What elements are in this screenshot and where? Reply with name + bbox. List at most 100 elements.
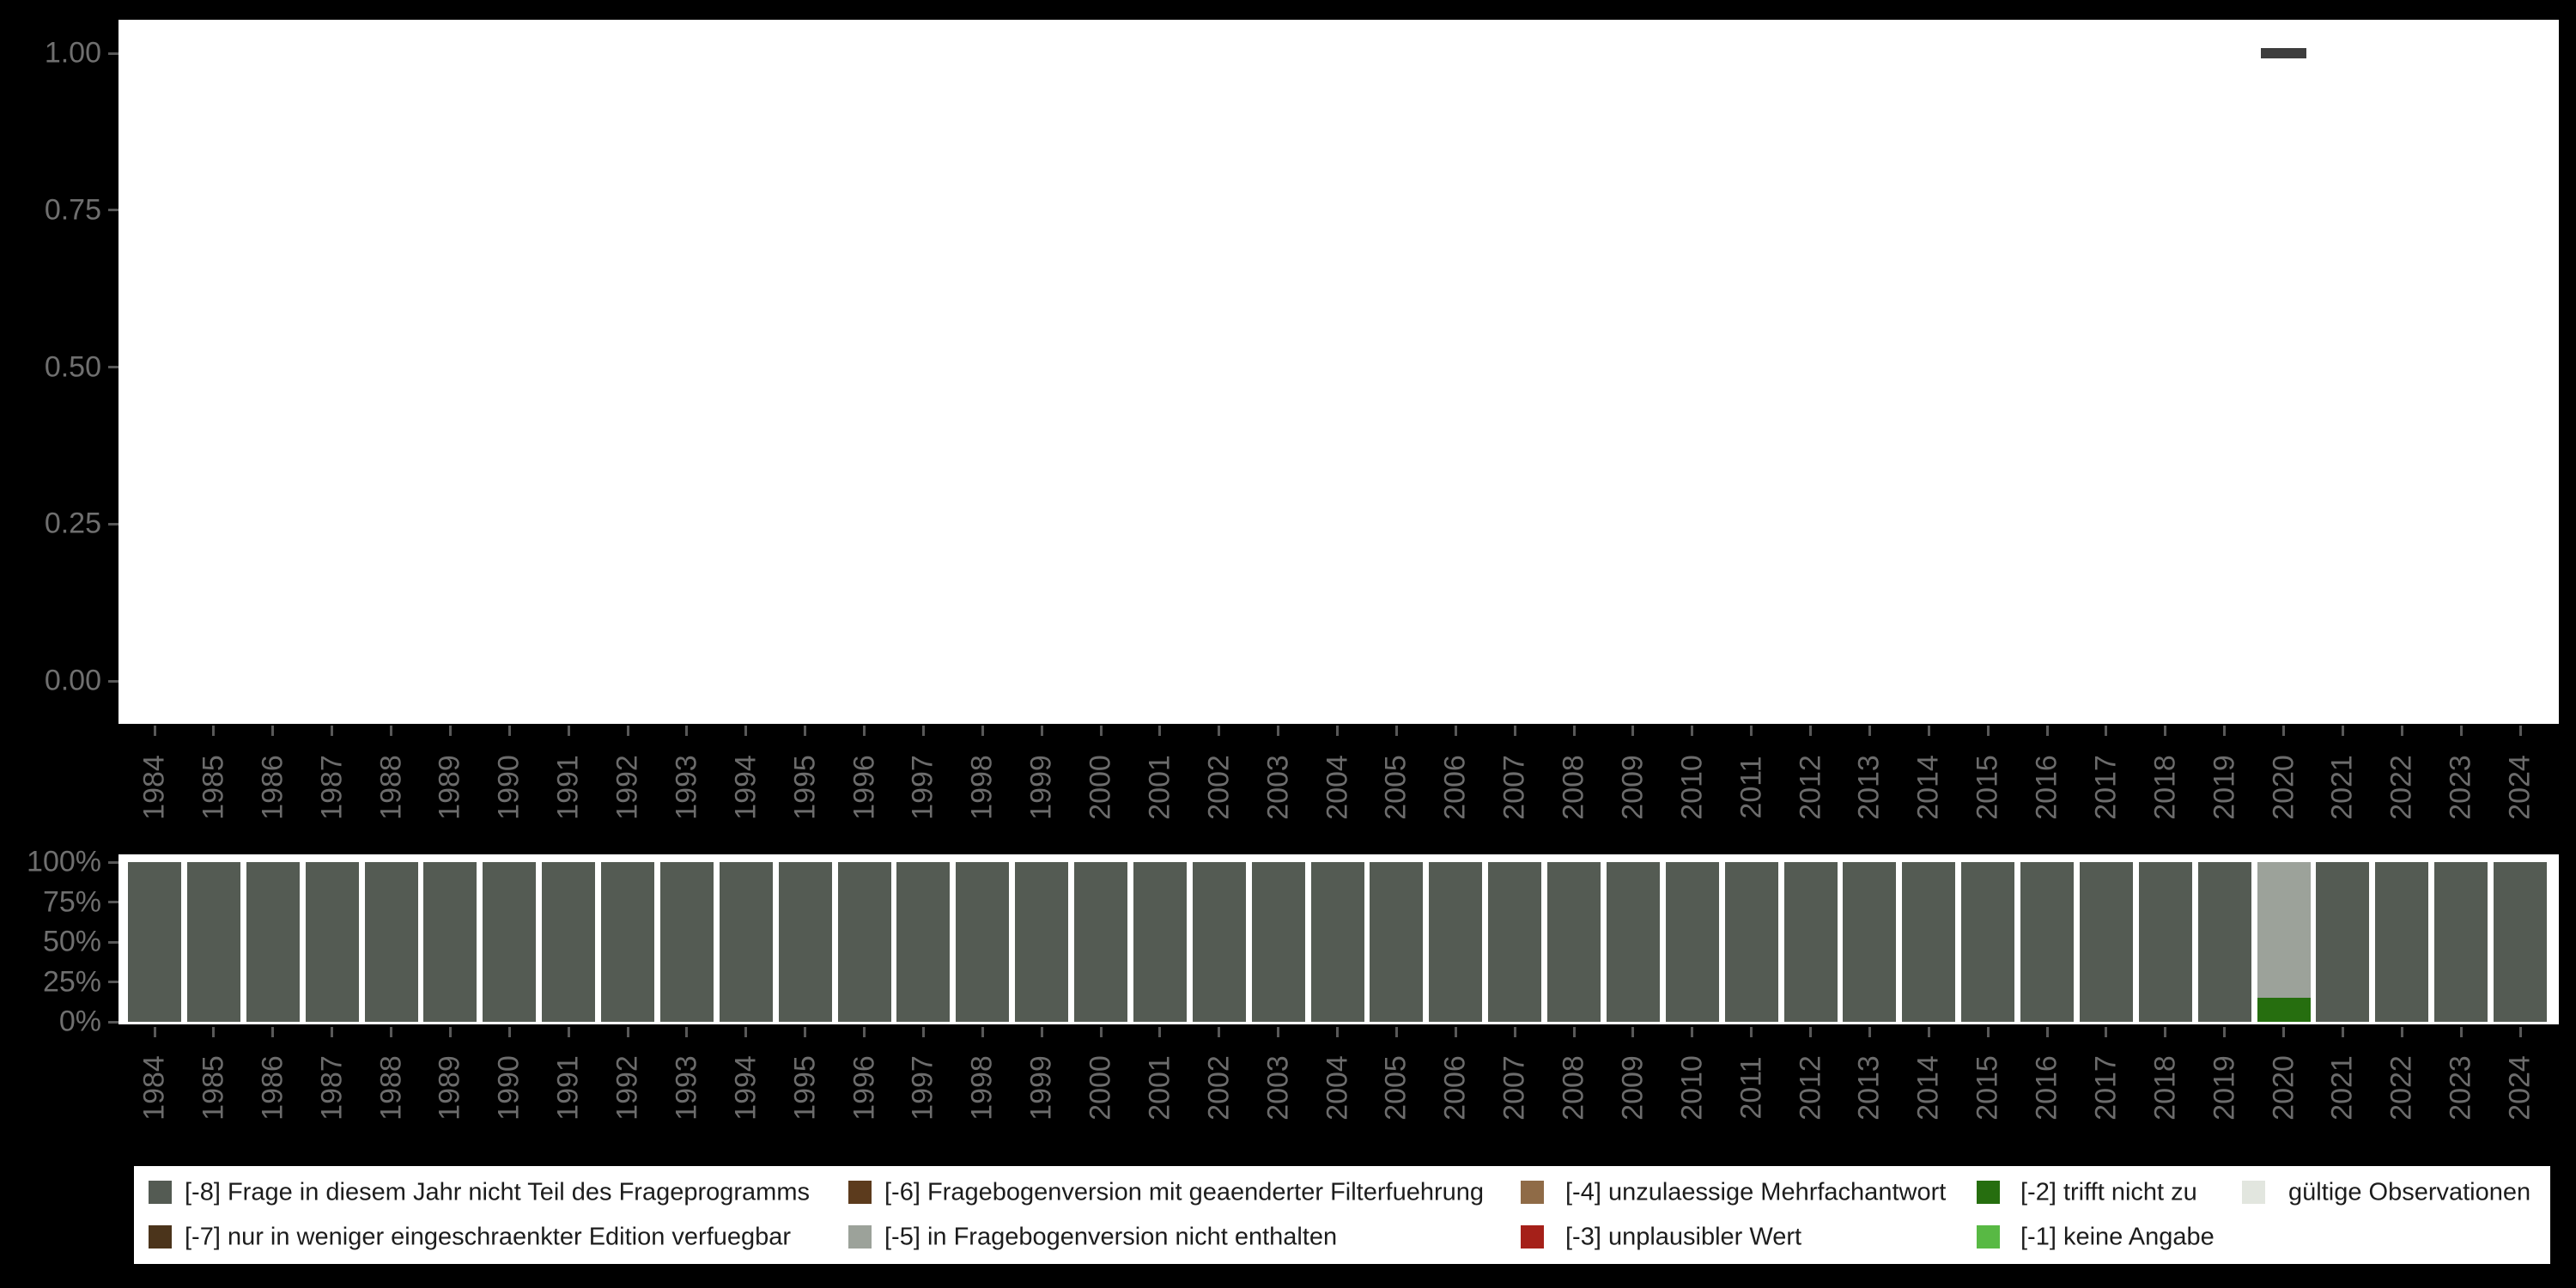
- x-tick-label: 2005: [1379, 755, 1413, 820]
- x-tick: [448, 1027, 452, 1037]
- x-tick-label: 1999: [1024, 1055, 1058, 1121]
- stacked-bar-2021: [2316, 862, 2370, 1022]
- x-tick: [1691, 1027, 1694, 1037]
- x-tick-label: 2003: [1261, 755, 1295, 820]
- legend-swatch: [1977, 1181, 2000, 1204]
- stacked-bar-2014: [1902, 862, 1956, 1022]
- x-tick: [1040, 1027, 1043, 1037]
- x-tick: [981, 1027, 984, 1037]
- stacked-bar-2018: [2138, 862, 2192, 1022]
- x-tick: [2223, 1027, 2227, 1037]
- x-tick: [1750, 1027, 1753, 1037]
- x-tick-label: 2001: [1143, 1055, 1176, 1121]
- x-tick-label: 2002: [1202, 755, 1236, 820]
- stacked-bar-1991: [542, 862, 596, 1022]
- bar-segment: [1843, 862, 1897, 1022]
- stacked-bar-2013: [1843, 862, 1897, 1022]
- x-tick: [804, 1027, 807, 1037]
- stacked-bar-2007: [1488, 862, 1542, 1022]
- x-tick-label: 2024: [2503, 1055, 2537, 1121]
- legend-label: [-4] unzulaessige Mehrfachantwort: [1565, 1178, 1947, 1206]
- x-tick-label: 1996: [848, 1055, 880, 1121]
- bar-segment: [364, 862, 418, 1022]
- x-tick-label: 2003: [1261, 1055, 1295, 1121]
- x-tick-label: 2023: [2444, 1055, 2477, 1121]
- x-tick-label: 2022: [2385, 755, 2418, 820]
- top-y-tick: [108, 52, 118, 55]
- x-tick-label: 2016: [2030, 1055, 2063, 1121]
- x-tick: [1336, 1027, 1339, 1037]
- bar-segment: [1902, 862, 1956, 1022]
- x-tick: [1336, 726, 1339, 736]
- x-tick: [1099, 726, 1103, 736]
- bottom-y-tick-label: 0%: [58, 1005, 101, 1038]
- bar-segment: [2257, 862, 2311, 999]
- x-tick-label: 2017: [2089, 755, 2123, 820]
- x-tick-label: 2012: [1794, 755, 1826, 820]
- x-tick-label: 2000: [1084, 755, 1117, 820]
- x-tick-label: 2006: [1438, 755, 1472, 820]
- x-tick: [2045, 1027, 2049, 1037]
- x-tick: [212, 726, 216, 736]
- stacked-bar-1988: [364, 862, 418, 1022]
- x-tick-label: 2020: [2267, 1055, 2300, 1121]
- x-tick-label: 2006: [1438, 1055, 1472, 1121]
- x-tick: [1986, 1027, 1990, 1037]
- stacked-bar-1996: [837, 862, 891, 1022]
- x-tick-label: 1995: [788, 1055, 822, 1121]
- x-tick: [1986, 726, 1990, 736]
- x-tick-label: 2014: [1911, 755, 1945, 820]
- x-tick: [448, 726, 452, 736]
- x-tick-label: 2023: [2444, 755, 2477, 820]
- stacked-bar-1993: [659, 862, 714, 1022]
- x-tick: [212, 1027, 216, 1037]
- bar-segment: [2197, 862, 2251, 1022]
- top-y-tick-label: 0.50: [44, 350, 101, 383]
- x-tick-label: 2013: [1852, 1055, 1886, 1121]
- x-tick: [2341, 726, 2344, 736]
- x-tick-label: 2015: [1971, 755, 2004, 820]
- x-tick: [744, 1027, 748, 1037]
- top-y-tick-label: 0.00: [44, 664, 101, 697]
- stacked-bar-1994: [719, 862, 773, 1022]
- x-tick: [390, 1027, 392, 1037]
- x-tick-label: 1999: [1024, 755, 1058, 820]
- x-tick-label: 1996: [848, 755, 880, 820]
- x-tick: [744, 726, 748, 736]
- legend-swatch: [1521, 1181, 1544, 1204]
- x-tick: [1927, 1027, 1930, 1037]
- bar-segment: [1310, 862, 1364, 1022]
- stacked-bar-2022: [2375, 862, 2429, 1022]
- x-tick-label: 2020: [2267, 755, 2300, 820]
- bar-segment: [2375, 862, 2429, 1022]
- bar-segment: [601, 862, 654, 1022]
- legend-label: [-5] in Fragebogenversion nicht enthalte…: [884, 1223, 1338, 1250]
- stacked-bar-2008: [1547, 862, 1601, 1022]
- legend-swatch: [848, 1181, 872, 1204]
- x-tick-label: 1991: [551, 755, 585, 820]
- top-y-tick-label: 1.00: [44, 36, 101, 70]
- x-tick: [921, 726, 925, 736]
- x-tick: [1454, 726, 1457, 736]
- stacked-bar-2002: [1192, 862, 1246, 1022]
- legend-swatch: [2242, 1181, 2265, 1204]
- x-tick-label: 1988: [374, 1055, 407, 1121]
- x-tick-label: 1997: [906, 1055, 939, 1121]
- x-tick-label: 1984: [137, 755, 171, 820]
- x-tick: [2459, 1027, 2463, 1037]
- x-tick-label: 2001: [1143, 755, 1176, 820]
- x-tick-label: 1984: [137, 1055, 171, 1121]
- stacked-bar-2000: [1074, 862, 1127, 1022]
- bar-segment: [1429, 862, 1483, 1022]
- legend-swatch: [149, 1225, 172, 1249]
- bar-segment: [305, 862, 359, 1022]
- x-tick: [685, 726, 689, 736]
- x-tick-label: 1997: [906, 755, 939, 820]
- legend-label: [-7] nur in weniger eingeschraenkter Edi…: [185, 1223, 792, 1250]
- x-tick-label: 2017: [2089, 1055, 2123, 1121]
- bar-segment: [956, 862, 1010, 1022]
- stacked-bar-2004: [1310, 862, 1364, 1022]
- x-tick-label: 2018: [2148, 1055, 2182, 1121]
- bar-segment: [2434, 862, 2488, 1022]
- x-tick-label: 2021: [2325, 1055, 2359, 1121]
